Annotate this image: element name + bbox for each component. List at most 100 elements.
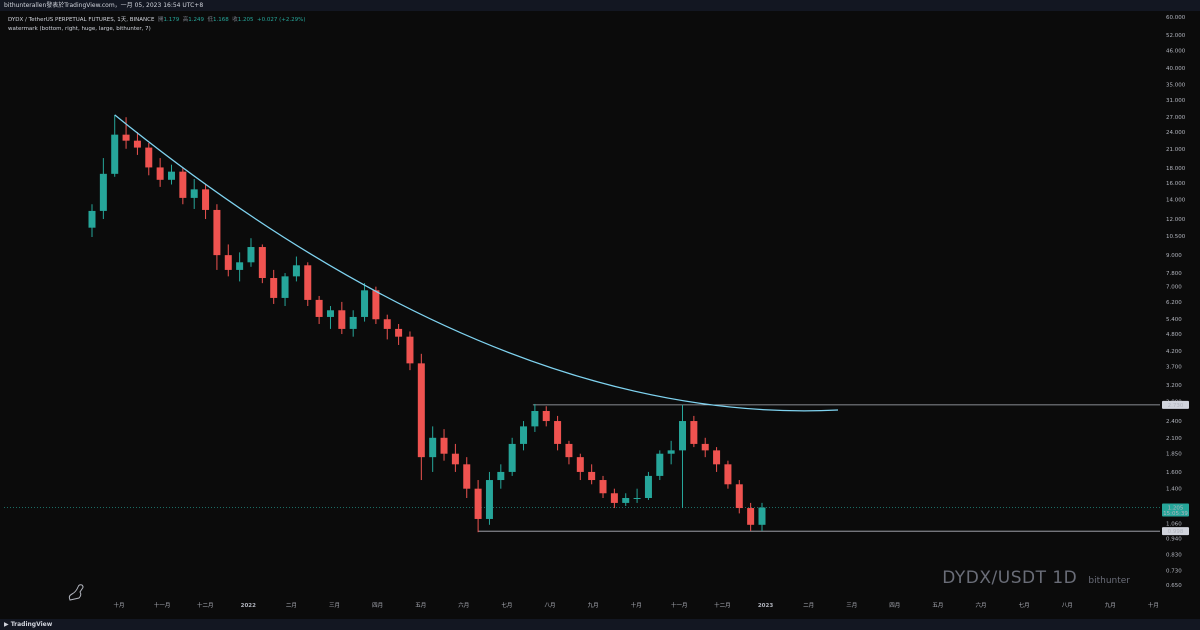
candle-body bbox=[361, 290, 369, 317]
candle[interactable] bbox=[270, 269, 278, 304]
candle[interactable] bbox=[236, 252, 244, 282]
dino-icon[interactable] bbox=[68, 584, 84, 601]
x-tick-label: 四月 bbox=[372, 602, 383, 609]
symbol-legend: DYDX / TetherUS PERPETUAL FUTURES, 1天, B… bbox=[8, 16, 305, 34]
candle-body bbox=[111, 134, 119, 174]
candle[interactable] bbox=[383, 314, 391, 340]
candle[interactable] bbox=[656, 450, 664, 481]
x-tick-label: 八月 bbox=[1062, 602, 1073, 609]
candle-body bbox=[576, 457, 584, 472]
candle[interactable] bbox=[508, 437, 516, 476]
y-tick-label: 0.730 bbox=[1166, 568, 1182, 574]
y-tick-label: 27.000 bbox=[1166, 115, 1186, 121]
candle[interactable] bbox=[224, 244, 232, 277]
candle[interactable] bbox=[735, 480, 743, 514]
candle[interactable] bbox=[213, 204, 221, 270]
candle-body bbox=[99, 173, 107, 211]
y-tick-label: 10.500 bbox=[1166, 234, 1186, 240]
candle-body bbox=[224, 255, 232, 270]
candle-body bbox=[202, 189, 210, 210]
candle[interactable] bbox=[576, 453, 584, 481]
candle[interactable] bbox=[599, 475, 607, 498]
candle[interactable] bbox=[361, 283, 369, 322]
watermark: DYDX/USDT 1D bithunter bbox=[942, 568, 1130, 588]
footer-brand: TradingView bbox=[10, 621, 53, 628]
candle[interactable] bbox=[122, 117, 130, 149]
candle[interactable] bbox=[747, 502, 755, 531]
candle-body bbox=[633, 497, 641, 499]
candle[interactable] bbox=[315, 295, 323, 324]
x-tick-label: 十一月 bbox=[671, 601, 688, 609]
y-tick-label: 16.000 bbox=[1166, 181, 1186, 187]
candle[interactable] bbox=[542, 406, 550, 427]
x-tick-label: 十一月 bbox=[154, 601, 171, 609]
candle[interactable] bbox=[111, 114, 119, 177]
candle[interactable] bbox=[133, 132, 141, 155]
candle[interactable] bbox=[520, 421, 528, 451]
candle[interactable] bbox=[326, 306, 334, 329]
candle[interactable] bbox=[167, 164, 175, 185]
candle[interactable] bbox=[690, 415, 698, 448]
last-price-tag-text: 1.205 bbox=[1168, 506, 1184, 512]
candle[interactable] bbox=[145, 142, 153, 176]
publisher-bar: bithunterallen發表於TradingView.com，一月 05, … bbox=[0, 0, 1200, 11]
legend-watermark-row[interactable]: watermark (bottom, right, huge, large, b… bbox=[8, 26, 151, 32]
candle[interactable] bbox=[622, 493, 630, 506]
tradingview-logo[interactable]: ▶ TradingView bbox=[4, 620, 52, 630]
candle[interactable] bbox=[99, 158, 107, 220]
candle[interactable] bbox=[758, 502, 766, 531]
candle[interactable] bbox=[724, 460, 732, 489]
candle-body bbox=[622, 497, 630, 503]
candle[interactable] bbox=[292, 256, 300, 282]
candle[interactable] bbox=[633, 488, 641, 503]
candle[interactable] bbox=[190, 179, 198, 209]
y-tick-label: 3.200 bbox=[1166, 383, 1182, 389]
candle[interactable] bbox=[451, 443, 459, 472]
candle[interactable] bbox=[497, 464, 505, 489]
candle[interactable] bbox=[417, 353, 425, 481]
candle[interactable] bbox=[179, 168, 187, 205]
candle[interactable] bbox=[610, 488, 618, 509]
chart-frame[interactable] bbox=[0, 11, 1200, 619]
candle-body bbox=[88, 210, 96, 228]
y-tick-label: 40.000 bbox=[1166, 66, 1186, 72]
candle[interactable] bbox=[667, 440, 675, 465]
candle[interactable] bbox=[531, 403, 539, 432]
candle[interactable] bbox=[304, 262, 312, 307]
candle-body bbox=[315, 299, 323, 317]
candle-body bbox=[531, 410, 539, 427]
candle[interactable] bbox=[202, 184, 210, 220]
candle[interactable] bbox=[565, 440, 573, 465]
candle[interactable] bbox=[588, 464, 596, 485]
y-tick-label: 4.800 bbox=[1166, 332, 1182, 338]
candle-body bbox=[429, 437, 437, 458]
candle[interactable] bbox=[440, 429, 448, 461]
candle[interactable] bbox=[554, 415, 562, 451]
candle[interactable] bbox=[258, 244, 266, 284]
candle[interactable] bbox=[395, 323, 403, 345]
candle[interactable] bbox=[463, 457, 471, 498]
candle[interactable] bbox=[156, 158, 164, 187]
candle[interactable] bbox=[372, 286, 380, 324]
candle[interactable] bbox=[644, 471, 652, 500]
candle[interactable] bbox=[713, 447, 721, 472]
candle[interactable] bbox=[429, 426, 437, 472]
candle[interactable] bbox=[406, 331, 414, 371]
legend-open: 1.179 bbox=[163, 17, 180, 23]
descending-curve-line[interactable] bbox=[114, 114, 839, 412]
candle-body bbox=[497, 471, 505, 481]
x-tick-label: 八月 bbox=[544, 602, 555, 609]
candle[interactable] bbox=[349, 310, 357, 337]
candle[interactable] bbox=[247, 238, 255, 267]
x-tick-label: 2023 bbox=[758, 603, 773, 609]
candle[interactable] bbox=[281, 273, 289, 307]
candle[interactable] bbox=[474, 480, 482, 533]
candle[interactable] bbox=[88, 204, 96, 237]
candle[interactable] bbox=[701, 437, 709, 458]
candle-body bbox=[167, 171, 175, 180]
legend-change: +0.027 (+2.29%) bbox=[257, 17, 306, 23]
candle[interactable] bbox=[485, 471, 493, 525]
candle[interactable] bbox=[338, 301, 346, 335]
candle[interactable] bbox=[679, 404, 687, 509]
